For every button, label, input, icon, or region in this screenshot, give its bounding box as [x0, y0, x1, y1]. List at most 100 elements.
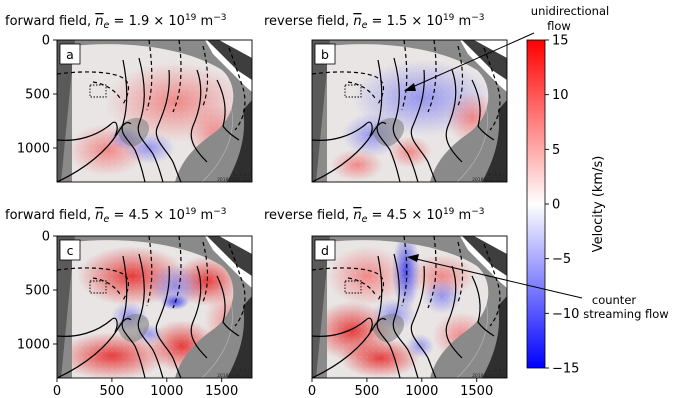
flux-line-solid [312, 121, 373, 141]
annotation-arrow-unidirectional [407, 32, 535, 90]
flux-line-solid [57, 317, 118, 337]
flux-line-dashed [228, 47, 246, 131]
colorbar-ticks: 15 10 5 0 −5 −10 −15 [545, 34, 579, 377]
flux-line-solid [471, 275, 495, 337]
flux-line-solid [312, 317, 387, 378]
title-prefix: forward field, [5, 14, 95, 29]
flux-line-dashed [202, 45, 209, 107]
x-tick-label: 500 [354, 384, 379, 398]
flux-line-solid [392, 57, 419, 182]
title-symbol-sub: e [104, 20, 110, 31]
flux-line-solid [410, 69, 437, 182]
flux-line-dashed [401, 40, 408, 111]
title-value: = 1.5 × 10 [367, 14, 443, 29]
colorbar-tick-label: 15 [552, 34, 569, 49]
timestamp-line: 20180109 026 [217, 177, 250, 183]
panel-title: reverse field, ne = 1.5 × 1019 m−3 [264, 13, 484, 31]
y-tick-label: 500 [25, 88, 50, 103]
panel-frame [56, 39, 253, 183]
title-symbol-sub: e [104, 214, 110, 225]
flux-line-solid [137, 253, 164, 378]
annotation-counter-line1: counter [592, 293, 637, 307]
roi-box [344, 280, 362, 294]
title-symbol: n [353, 208, 361, 223]
flux-line-dashed [57, 267, 130, 301]
flux-line-solid [445, 69, 463, 163]
panel-label: a [66, 47, 74, 62]
flux-line-solid [471, 79, 495, 141]
annotation-unidirectional-line2: flow [547, 19, 571, 33]
flux-line-solid [312, 317, 373, 337]
flux-line-solid [190, 265, 208, 359]
flux-line-solid [392, 253, 419, 378]
camera-edge [312, 40, 330, 182]
panel-frame [56, 235, 253, 379]
flux-line-dashed [146, 40, 153, 111]
panel-title: forward field, ne = 1.9 × 1019 m−3 [5, 13, 226, 31]
camera-edge [57, 40, 75, 182]
title-symbol: n [353, 14, 361, 29]
colorbar-tick-label: −5 [552, 252, 571, 267]
roi-box [89, 84, 107, 98]
annotation-counter-streaming: counter streaming flow [407, 254, 669, 321]
flux-line-solid [190, 69, 208, 163]
title-prefix: reverse field, [264, 208, 353, 223]
x-tick-label: 0 [53, 384, 61, 398]
panel-title: forward field, ne = 4.5 × 1019 m−3 [5, 207, 226, 225]
colorbar-label: Velocity (km/s) [591, 156, 606, 253]
title-symbol: n [95, 208, 103, 223]
annotation-unidirectional-line1: unidirectional [531, 4, 609, 18]
timestamp-line: 20180202 056 [472, 373, 505, 379]
timestamp-line: t=1.4 s [489, 172, 506, 178]
x-tick-label: 500 [99, 384, 124, 398]
timestamp-line: 20180201 047 [472, 177, 505, 183]
x-point-region [117, 313, 150, 343]
colorbar-tick-label: 5 [552, 143, 560, 158]
title-prefix: forward field, [5, 208, 95, 223]
y-tick-label: 1000 [17, 338, 50, 353]
flux-line-dashed [146, 236, 153, 307]
colorbar-tick-label: −10 [552, 307, 579, 322]
title-exponent: 19 [185, 13, 197, 23]
title-exponent: 19 [443, 13, 455, 23]
axis-ticks: 0 500 1000 0 500 1000 0 500 1000 1500 0 500 1000 1500 [17, 34, 493, 398]
x-point-region [117, 117, 150, 147]
camera-dark-region [462, 236, 507, 276]
title-exponent: 19 [443, 207, 455, 217]
flux-line-dashed [483, 243, 501, 327]
annotation-unidirectional: unidirectional flow [404, 4, 609, 91]
colorbar-tick-label: 0 [552, 198, 560, 213]
camera-dark-region [207, 236, 252, 276]
timestamp-line: 20180109 026 [217, 373, 250, 379]
flux-line-solid [155, 265, 182, 378]
panel-label-box [314, 239, 336, 261]
flux-line-dashed [92, 81, 122, 101]
flux-line-dashed [92, 277, 122, 297]
colorbar-gradient [526, 39, 546, 369]
panel-label: c [67, 243, 74, 258]
title-unit-exponent: −3 [471, 13, 484, 23]
title-unit: m [454, 14, 471, 29]
title-unit: m [196, 208, 213, 223]
flux-line-solid [216, 275, 240, 337]
flux-line-dashed [457, 241, 464, 303]
y-tick-label: 0 [42, 230, 50, 245]
title-prefix: reverse field, [264, 14, 353, 29]
colorbar-tick-label: 10 [552, 88, 569, 103]
panel-titles: forward field, ne = 1.9 × 1019 m−3 revers… [5, 13, 484, 225]
panel-label: d [321, 243, 329, 258]
flux-line-dashed [202, 241, 209, 303]
camera-dark-region [207, 40, 252, 80]
title-symbol: n [95, 14, 103, 29]
y-tick-label: 0 [42, 34, 50, 49]
colorbar: 15 10 5 0 −5 −10 −15 Velocity (km/s) [526, 34, 606, 377]
flux-line-solid [155, 69, 182, 182]
panel-label-box [59, 43, 81, 65]
flux-line-dashed [427, 236, 437, 309]
